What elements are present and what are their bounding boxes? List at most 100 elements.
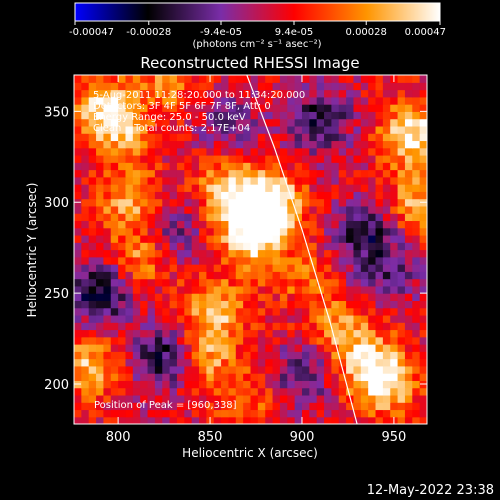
annotation-detectors: Detectors: 3F 4F 5F 6F 7F 8F, Att: 0 — [93, 101, 271, 112]
heatmap-cell — [199, 358, 207, 367]
heatmap-cell — [213, 205, 222, 214]
heatmap-cell — [88, 111, 97, 120]
heatmap-cell — [338, 147, 347, 156]
heatmap-cell — [397, 394, 406, 403]
heatmap-cell — [250, 249, 259, 258]
heatmap-cell — [228, 234, 237, 243]
heatmap-cell — [301, 351, 310, 360]
heatmap-cell — [228, 147, 237, 156]
heatmap-cell — [110, 104, 119, 112]
heatmap-cell — [412, 191, 421, 200]
heatmap-cell — [228, 256, 237, 265]
heatmap-cell — [206, 293, 215, 301]
heatmap-cell — [404, 293, 413, 301]
heatmap-cell — [96, 394, 105, 403]
heatmap-cell — [287, 213, 296, 222]
heatmap-cell — [338, 234, 347, 243]
heatmap-cell — [375, 89, 384, 98]
heatmap-cell — [199, 256, 207, 265]
heatmap-cell — [81, 409, 90, 418]
heatmap-cell — [338, 133, 347, 142]
heatmap-cell — [279, 373, 288, 381]
heatmap-cell — [162, 118, 171, 127]
heatmap-cell — [103, 358, 112, 367]
heatmap-cell — [199, 242, 207, 251]
heatmap-cell — [375, 242, 384, 251]
heatmap-cell — [118, 234, 127, 243]
heatmap-cell — [338, 125, 347, 134]
heatmap-cell — [331, 220, 340, 229]
heatmap-cell — [103, 205, 112, 214]
heatmap-cell — [382, 394, 391, 403]
heatmap-cell — [265, 220, 274, 229]
heatmap-cell — [404, 307, 413, 316]
heatmap-cell — [346, 111, 355, 120]
heatmap-cell — [235, 278, 244, 287]
heatmap-cell — [191, 234, 200, 243]
heatmap-cell — [382, 184, 391, 192]
heatmap-cell — [309, 154, 318, 163]
heatmap-cell — [390, 227, 399, 236]
heatmap-cell — [419, 264, 427, 272]
heatmap-cell — [397, 409, 406, 418]
heatmap-cell — [301, 300, 310, 309]
heatmap-cell — [346, 380, 355, 389]
heatmap-cell — [404, 271, 413, 280]
heatmap-cell — [382, 402, 391, 411]
heatmap-cell — [412, 264, 421, 272]
heatmap-cell — [176, 198, 185, 207]
heatmap-cell — [353, 300, 362, 309]
heatmap-cell — [74, 307, 82, 316]
heatmap-cell — [147, 380, 156, 389]
heatmap-cell — [184, 387, 193, 396]
heatmap-cell — [191, 351, 200, 360]
heatmap-cell — [118, 278, 127, 287]
heatmap-cell — [360, 249, 369, 258]
heatmap-cell — [199, 96, 207, 105]
heatmap-cell — [301, 176, 310, 185]
heatmap-cell — [279, 300, 288, 309]
heatmap-cell — [287, 293, 296, 301]
heatmap-cell — [265, 373, 274, 381]
heatmap-cell — [74, 329, 82, 338]
colorbar-unit-label: (photons cm⁻² s⁻¹ asec⁻²) — [192, 39, 321, 50]
heatmap-cell — [331, 256, 340, 265]
heatmap-cell — [176, 278, 185, 287]
heatmap-cell — [206, 147, 215, 156]
heatmap-cell — [74, 336, 82, 345]
heatmap-cell — [287, 234, 296, 243]
heatmap-cell — [316, 184, 325, 192]
heatmap-cell — [382, 285, 391, 294]
heatmap-cell — [404, 387, 413, 396]
heatmap-cell — [279, 184, 288, 192]
heatmap-cell — [206, 111, 215, 120]
heatmap-cell — [338, 227, 347, 236]
heatmap-cell — [221, 111, 230, 120]
heatmap-cell — [316, 358, 325, 367]
heatmap-cell — [206, 176, 215, 185]
heatmap-cell — [74, 125, 82, 134]
heatmap-cell — [324, 140, 332, 149]
heatmap-cell — [250, 322, 259, 331]
heatmap-cell — [213, 293, 222, 301]
heatmap-cell — [397, 184, 406, 192]
heatmap-cell — [331, 307, 340, 316]
heatmap-cell — [235, 118, 244, 127]
heatmap-cell — [331, 322, 340, 331]
heatmap-cell — [125, 380, 134, 389]
heatmap-cell — [96, 264, 105, 272]
heatmap-cell — [324, 314, 332, 323]
heatmap-cell — [368, 176, 377, 185]
heatmap-cell — [265, 416, 274, 424]
heatmap-cell — [243, 373, 252, 381]
heatmap-cell — [375, 351, 384, 360]
heatmap-cell — [103, 329, 112, 338]
heatmap-cell — [184, 365, 193, 374]
heatmap-cell — [154, 205, 163, 214]
heatmap-cell — [419, 249, 427, 258]
heatmap-cell — [294, 82, 303, 91]
heatmap-cell — [301, 198, 310, 207]
heatmap-cell — [390, 213, 399, 222]
heatmap-cell — [199, 169, 207, 178]
heatmap-cell — [390, 104, 399, 112]
